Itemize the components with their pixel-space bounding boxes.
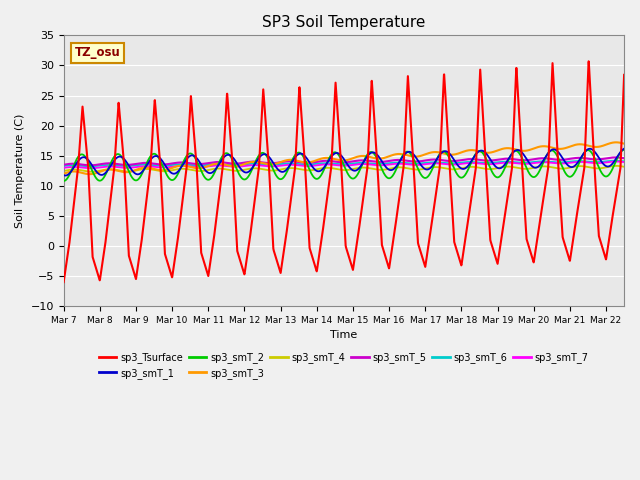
X-axis label: Time: Time: [330, 330, 358, 340]
Legend: sp3_Tsurface, sp3_smT_1, sp3_smT_2, sp3_smT_3, sp3_smT_4, sp3_smT_5, sp3_smT_6, : sp3_Tsurface, sp3_smT_1, sp3_smT_2, sp3_…: [95, 348, 593, 383]
Y-axis label: Soil Temperature (C): Soil Temperature (C): [15, 114, 25, 228]
Title: SP3 Soil Temperature: SP3 Soil Temperature: [262, 15, 426, 30]
Text: TZ_osu: TZ_osu: [75, 46, 120, 59]
